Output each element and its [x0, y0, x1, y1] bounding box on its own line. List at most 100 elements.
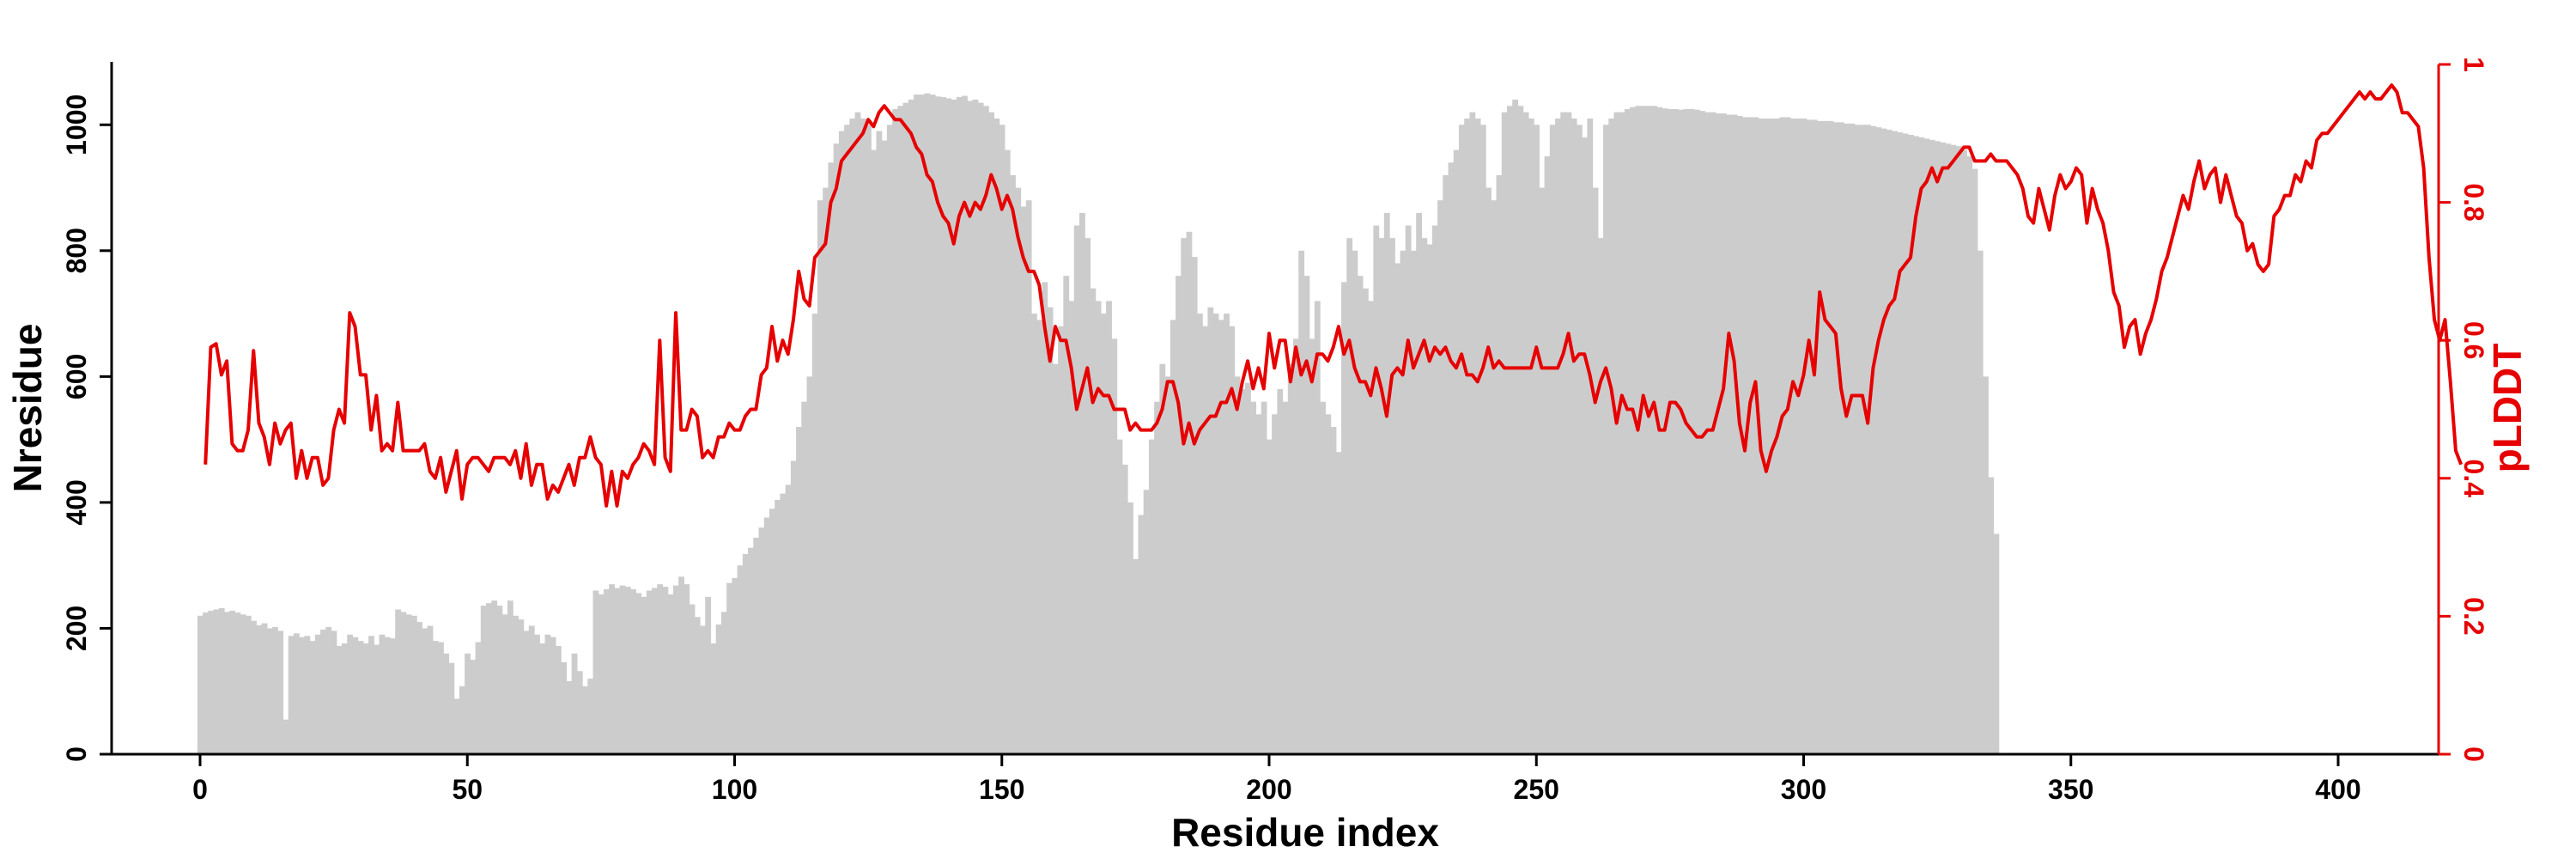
y-right-tick-label: 0.8 [2458, 183, 2489, 221]
bar [1844, 123, 1850, 754]
bar [662, 587, 669, 754]
bar [256, 624, 263, 754]
bar [203, 612, 209, 754]
bar [1362, 288, 1369, 754]
bar [1010, 174, 1016, 754]
bar [582, 685, 588, 754]
bar [1913, 136, 1919, 754]
bar [603, 589, 610, 754]
bar [1239, 389, 1246, 754]
bar [1811, 119, 1818, 754]
bar [1207, 307, 1214, 754]
bar [833, 143, 840, 754]
y-right-tick-label: 0 [2458, 746, 2489, 762]
bar [919, 94, 926, 755]
bar [1255, 414, 1262, 754]
bar [1613, 112, 1620, 754]
bar [962, 95, 968, 754]
bar [999, 125, 1005, 754]
bar [465, 653, 471, 754]
bar [1624, 108, 1631, 754]
bar [672, 585, 679, 754]
bar [347, 634, 354, 754]
bar [1058, 326, 1064, 754]
bar [1218, 320, 1224, 754]
bar [817, 200, 823, 754]
bar [763, 517, 770, 754]
bar [1619, 112, 1625, 754]
bar [657, 584, 664, 754]
bar [1181, 238, 1188, 754]
bar [1111, 338, 1118, 754]
bar [1576, 125, 1583, 754]
bar [1832, 122, 1839, 755]
bar [1015, 187, 1022, 755]
bar [336, 645, 343, 754]
bar [1672, 108, 1679, 754]
bar [566, 681, 573, 754]
bar [1250, 401, 1257, 754]
bar [1726, 114, 1733, 755]
x-axis-title: Residue index [1171, 810, 1439, 855]
bar [1176, 276, 1182, 754]
bar [1897, 132, 1904, 754]
bar [304, 636, 311, 754]
bar [395, 609, 402, 754]
bar [1389, 238, 1395, 754]
bar [1410, 250, 1417, 754]
bar [1191, 257, 1198, 754]
bar [501, 614, 508, 754]
bar [1693, 109, 1700, 754]
bar [710, 643, 717, 754]
bar [726, 582, 732, 754]
bar [416, 622, 422, 754]
y-right-tick-label: 0.2 [2458, 597, 2489, 635]
bar [1935, 141, 1941, 754]
line-layer [204, 83, 2464, 508]
bar [1073, 225, 1080, 754]
bar [1287, 363, 1294, 754]
bar [1907, 135, 1914, 754]
bar [630, 589, 636, 754]
bar [1154, 401, 1160, 754]
bar [635, 593, 642, 754]
bar [881, 140, 888, 755]
bar [1870, 125, 1877, 755]
bar [422, 628, 428, 754]
bar [1945, 143, 1952, 754]
bar [341, 643, 348, 754]
bar [1560, 112, 1567, 754]
bar [1549, 125, 1556, 754]
bar [796, 426, 802, 754]
bar [1736, 116, 1743, 754]
bar [1747, 117, 1753, 755]
bar [769, 509, 775, 754]
x-tick-label: 100 [712, 774, 757, 805]
bar [1704, 112, 1711, 754]
bar [956, 97, 963, 754]
bar [775, 499, 781, 754]
bar [1025, 200, 1032, 754]
bar [742, 553, 749, 754]
bar [1116, 439, 1123, 754]
bar [1421, 238, 1428, 754]
bar [1485, 187, 1492, 755]
y-right-tick-label: 0.4 [2458, 460, 2489, 498]
bar [667, 594, 674, 754]
bar [523, 631, 530, 754]
bar [1320, 401, 1326, 754]
bar [652, 588, 658, 754]
bar [475, 642, 482, 754]
bar [624, 587, 631, 754]
bar [1918, 137, 1925, 754]
bar [1721, 113, 1727, 754]
bar [1731, 114, 1738, 755]
bar [1416, 212, 1423, 755]
y-right-tick-label: 0.6 [2458, 321, 2489, 359]
bar [1293, 338, 1299, 754]
bar [780, 493, 787, 754]
bar [1138, 515, 1145, 754]
bar [571, 653, 578, 754]
bar [266, 628, 273, 754]
bar [1330, 426, 1337, 754]
